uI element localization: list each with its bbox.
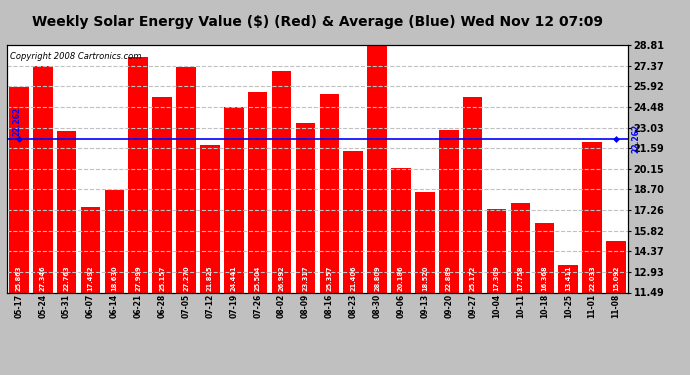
Bar [128,57,148,375]
Text: 27.999: 27.999 [135,266,141,291]
Text: 22.033: 22.033 [589,266,595,291]
Text: 25.172: 25.172 [470,266,475,291]
Text: 21.406: 21.406 [351,266,356,291]
Text: 18.630: 18.630 [111,266,117,291]
Bar [391,168,411,375]
Bar [200,145,219,375]
Text: 22.262: 22.262 [12,107,21,136]
Bar [9,87,28,375]
Text: 22.889: 22.889 [446,266,452,291]
Bar [33,66,52,375]
Text: 13.411: 13.411 [565,266,571,291]
Bar [463,97,482,375]
Text: 25.157: 25.157 [159,266,165,291]
Bar [176,67,196,375]
Bar [57,131,77,375]
Bar [152,97,172,375]
Text: 21.825: 21.825 [207,266,213,291]
Bar [486,209,506,375]
Text: 17.309: 17.309 [493,266,500,291]
Text: 25.357: 25.357 [326,266,333,291]
Text: 25.504: 25.504 [255,266,261,291]
Text: 17.492: 17.492 [88,266,94,291]
Bar [344,151,363,375]
Bar [81,207,100,375]
Bar [535,223,554,375]
Bar [272,71,291,375]
Text: 17.758: 17.758 [518,266,524,291]
Bar [415,192,435,375]
Text: 27.346: 27.346 [40,266,46,291]
Bar [439,130,459,375]
Bar [105,190,124,375]
Text: 16.368: 16.368 [541,266,547,291]
Bar [224,107,244,375]
Bar [582,142,602,375]
Text: 23.317: 23.317 [302,266,308,291]
Bar [558,265,578,375]
Bar [607,241,626,375]
Text: 24.441: 24.441 [230,266,237,291]
Bar [248,92,268,375]
Text: 27.270: 27.270 [183,266,189,291]
Bar [367,45,387,375]
Text: 25.863: 25.863 [16,266,22,291]
Text: 22.763: 22.763 [63,266,70,291]
Text: 20.186: 20.186 [398,266,404,291]
Bar [319,94,339,375]
Text: 22.262: 22.262 [631,124,640,153]
Bar [511,203,530,375]
Text: Copyright 2008 Cartronics.com: Copyright 2008 Cartronics.com [10,53,141,62]
Bar [296,123,315,375]
Text: Weekly Solar Energy Value ($) (Red) & Average (Blue) Wed Nov 12 07:09: Weekly Solar Energy Value ($) (Red) & Av… [32,15,603,29]
Text: 15.092: 15.092 [613,266,619,291]
Text: 18.520: 18.520 [422,266,428,291]
Text: 28.809: 28.809 [374,266,380,291]
Text: 26.992: 26.992 [279,266,284,291]
